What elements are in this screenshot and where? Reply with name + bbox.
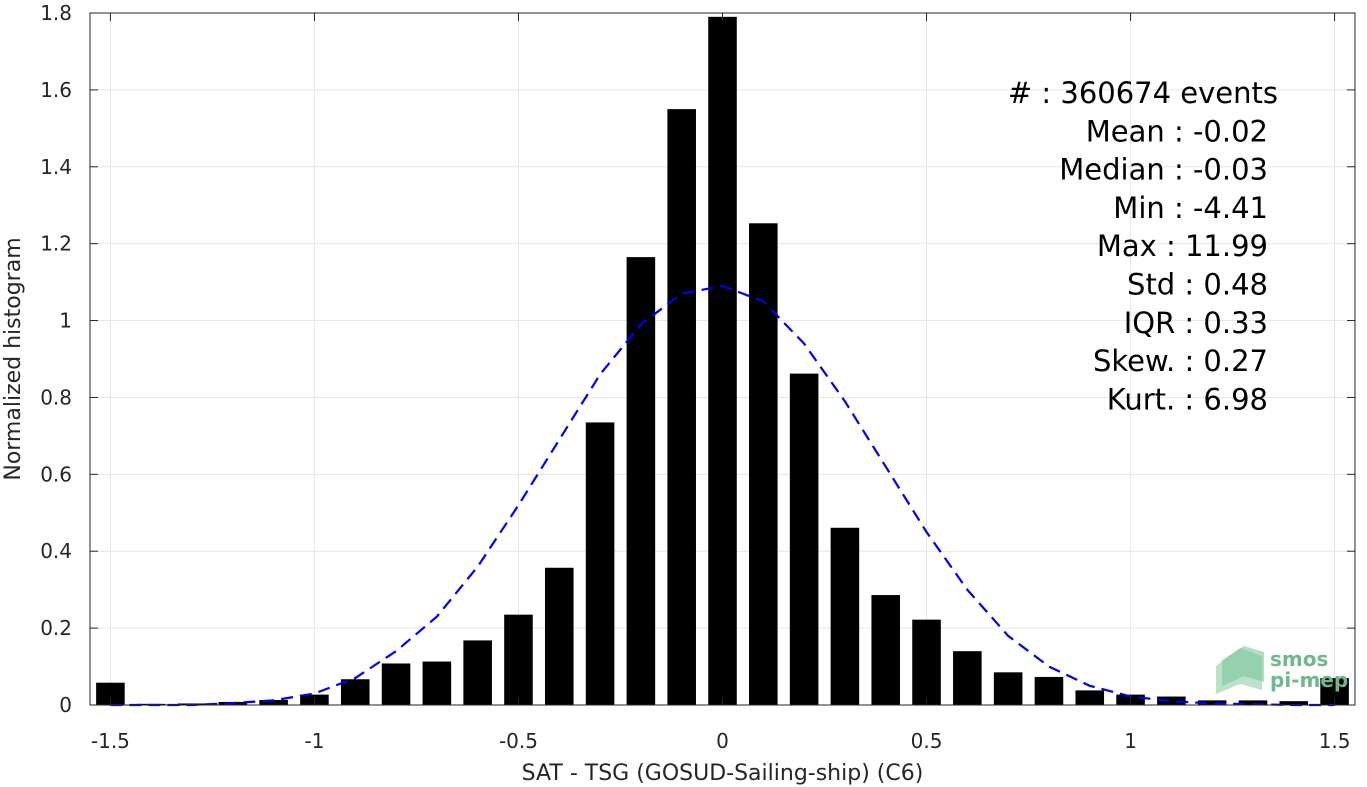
y-axis-ticks: 0 0.2 0.4 0.6 0.8 1 1.2 1.4 1.6 1.8 xyxy=(40,1,1355,717)
histogram-bar-11 xyxy=(544,567,574,705)
stat-line-3: Min : -4.41 xyxy=(1113,191,1268,225)
y-tick-label-4: 0.8 xyxy=(40,385,72,409)
y-tick-label-9: 1.8 xyxy=(40,1,72,25)
normal-fit-curve xyxy=(110,284,1335,707)
logo-line-1: smos xyxy=(1270,647,1328,671)
y-tick-label-7: 1.4 xyxy=(40,155,72,179)
y-tick-label-6: 1.2 xyxy=(40,232,72,256)
histogram-bar-6 xyxy=(340,679,370,705)
stat-line-2: Median : -0.03 xyxy=(1059,153,1268,187)
histogram-bar-20 xyxy=(912,619,941,705)
histogram-bar-27 xyxy=(1197,700,1227,705)
x-tick-label-0: -1.5 xyxy=(91,729,130,753)
histogram-bar-13 xyxy=(626,257,656,705)
x-axis-ticks: -1.5 -1 -0.5 0 0.5 1 1.5 xyxy=(91,13,1351,753)
x-tick-label-2: -0.5 xyxy=(499,729,538,753)
x-tick-label-3: 0 xyxy=(716,729,729,753)
histogram-bar-24 xyxy=(1075,690,1105,705)
stat-line-1: Mean : -0.02 xyxy=(1086,114,1268,148)
histogram-bar-16 xyxy=(749,223,778,705)
stat-line-8: Kurt. : 6.98 xyxy=(1107,382,1268,416)
histogram-bar-23 xyxy=(1034,676,1064,705)
histogram-bar-28 xyxy=(1238,700,1268,705)
histogram-bar-7 xyxy=(381,663,411,705)
histogram-bar-17 xyxy=(789,373,819,705)
x-tick-label-6: 1.5 xyxy=(1319,729,1351,753)
x-tick-label-4: 0.5 xyxy=(911,729,943,753)
y-tick-label-1: 0.2 xyxy=(40,616,72,640)
y-tick-label-5: 1 xyxy=(59,309,72,333)
histogram-bar-4 xyxy=(259,700,288,705)
histogram-bar-15 xyxy=(708,16,737,706)
stat-line-0: # : 360674 events xyxy=(1008,76,1278,110)
histogram-bars xyxy=(96,16,1349,706)
smos-pimep-logo: smos pi-mep xyxy=(1216,646,1348,694)
histogram-bar-26 xyxy=(1157,696,1186,705)
histogram-bar-14 xyxy=(667,109,696,706)
y-tick-label-2: 0.4 xyxy=(40,539,72,563)
x-axis-label: SAT - TSG (GOSUD-Sailing-ship) (C6) xyxy=(522,761,924,786)
stat-line-6: IQR : 0.33 xyxy=(1124,306,1268,340)
logo-line-2: pi-mep xyxy=(1270,668,1348,692)
wave-logo-icon xyxy=(1216,646,1264,694)
histogram-bar-19 xyxy=(871,595,901,705)
x-tick-label-1: -1 xyxy=(304,729,324,753)
y-axis-label: Normalized histogram xyxy=(1,237,26,480)
histogram-bar-22 xyxy=(993,672,1023,705)
y-tick-label-3: 0.6 xyxy=(40,462,72,486)
histogram-bar-18 xyxy=(830,527,860,705)
histogram-bar-8 xyxy=(422,661,452,705)
stat-line-4: Max : 11.99 xyxy=(1097,229,1268,263)
stat-line-5: Std : 0.48 xyxy=(1127,268,1268,302)
histogram-bar-9 xyxy=(463,640,492,705)
stat-line-7: Skew. : 0.27 xyxy=(1093,344,1268,378)
histogram-bar-10 xyxy=(504,614,533,705)
x-tick-label-5: 1 xyxy=(1124,729,1137,753)
histogram-bar-0 xyxy=(96,682,125,705)
y-tick-label-8: 1.6 xyxy=(40,78,72,102)
y-tick-label-0: 0 xyxy=(59,693,72,717)
statistics-annotation: # : 360674 events Mean : -0.02 Median : -0… xyxy=(1008,76,1278,416)
histogram-bar-12 xyxy=(585,422,615,705)
histogram-bar-21 xyxy=(953,651,982,705)
histogram-bar-29 xyxy=(1279,701,1309,705)
